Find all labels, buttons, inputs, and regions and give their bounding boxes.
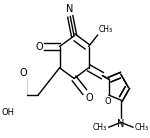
Text: N: N [66,4,73,14]
Text: O: O [85,93,93,103]
Text: O: O [35,42,43,51]
Text: O: O [19,67,27,78]
Text: CH₃: CH₃ [99,25,113,34]
Text: N: N [117,120,124,129]
Text: O: O [105,97,111,106]
Text: CH₃: CH₃ [93,123,107,132]
Text: CH₃: CH₃ [135,123,149,132]
Text: OH: OH [2,108,15,117]
